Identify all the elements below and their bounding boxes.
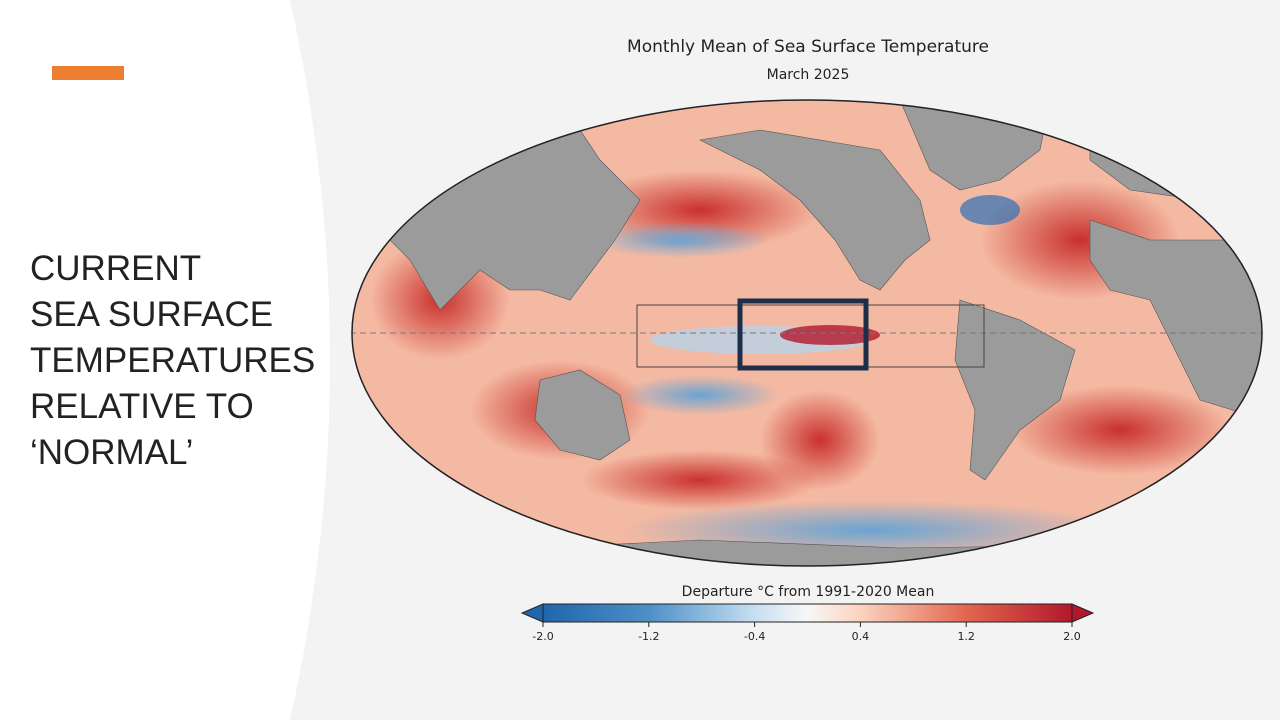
heading-line: ‘NORMAL’: [30, 433, 194, 472]
nino34-region: [737, 298, 869, 371]
left-panel: [0, 0, 330, 720]
accent-bar: [52, 66, 124, 80]
colorbar-tick-label: 0.4: [852, 630, 870, 643]
heading-line: RELATIVE TO: [30, 387, 254, 426]
heading-line: TEMPERATURES: [30, 341, 316, 380]
colorbar-tick-label: 1.2: [957, 630, 975, 643]
colorbar-tick-label: -2.0: [532, 630, 553, 643]
colorbar-high-arrow: [1071, 603, 1095, 623]
map-subtitle: March 2025: [767, 67, 850, 83]
globe: [352, 100, 1262, 566]
colorbar-low-arrow: [520, 603, 544, 623]
map-title: Monthly Mean of Sea Surface Temperature: [627, 37, 989, 57]
slide-heading: CURRENT SEA SURFACE TEMPERATURES RELATIVE T…: [30, 246, 315, 476]
colorbar-tick-label: -0.4: [744, 630, 765, 643]
heading-line: CURRENT: [30, 249, 202, 288]
globe-outline: [351, 99, 1263, 567]
colorbar-tick-label: 2.0: [1063, 630, 1081, 643]
colorbar: [542, 603, 1073, 623]
colorbar-tick-label: -1.2: [638, 630, 659, 643]
heading-line: SEA SURFACE: [30, 295, 274, 334]
colorbar-label: Departure °C from 1991-2020 Mean: [682, 584, 935, 600]
